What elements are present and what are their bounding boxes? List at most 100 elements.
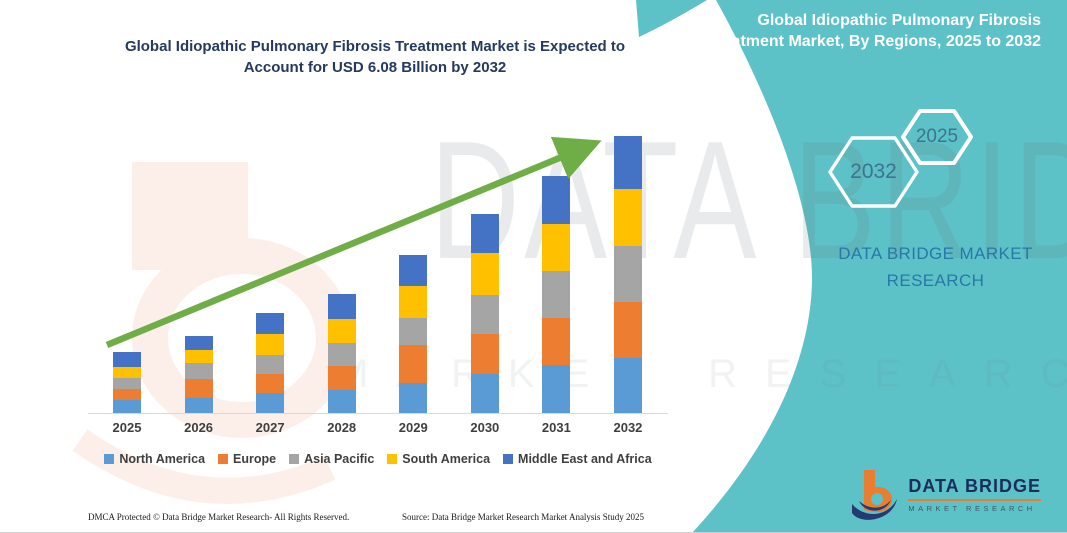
bar-segment-south-america: [113, 367, 141, 378]
legend-item-asia-pacific: Asia Pacific: [289, 452, 374, 466]
bar-segment-middle-east-and-africa: [470, 214, 499, 253]
x-axis-label-2028: 2028: [327, 420, 357, 435]
bar-segment-north-america: [113, 400, 141, 413]
bar-2032: [613, 136, 642, 413]
x-axis-line: [88, 413, 668, 414]
bar-segment-asia-pacific: [256, 354, 285, 375]
bar-segment-middle-east-and-africa: [113, 352, 141, 368]
bar-segment-middle-east-and-africa: [256, 312, 285, 334]
stacked-bar-chart: [95, 132, 660, 413]
bar-segment-asia-pacific: [542, 271, 571, 319]
logo-subtitle-text: MARKET RESEARCH: [908, 503, 1036, 513]
x-axis-label-2026: 2026: [184, 420, 214, 435]
company-logo: DATA BRIDGE MARKET RESEARCH: [849, 468, 1041, 520]
bar-2027: [256, 312, 285, 413]
bar-segment-asia-pacific: [399, 317, 428, 346]
footer-source-text: Source: Data Bridge Market Research Mark…: [402, 512, 644, 522]
hexagon-2032-label: 2032: [850, 160, 897, 183]
bar-segment-middle-east-and-africa: [613, 136, 642, 190]
teal-sliver-shape: [636, 0, 707, 37]
legend-swatch-icon: [289, 454, 300, 464]
x-axis-label-text: 2025: [112, 420, 142, 435]
bar-segment-asia-pacific: [327, 343, 356, 367]
bar-segment-south-america: [327, 319, 356, 344]
bar-segment-europe: [470, 334, 499, 375]
x-axis-label-2027: 2027: [255, 420, 285, 435]
bar-segment-south-america: [184, 350, 213, 364]
bar-segment-north-america: [542, 365, 571, 413]
bar-segment-europe: [256, 374, 285, 394]
bar-segment-north-america: [256, 393, 285, 413]
bar-segment-middle-east-and-africa: [399, 254, 428, 286]
legend-item-south-america: South America: [387, 452, 490, 466]
bar-2026: [184, 335, 213, 413]
bar-2029: [399, 254, 428, 413]
x-axis-label-2032: 2032: [613, 420, 643, 435]
legend-item-north-america: North America: [104, 452, 205, 466]
legend-label: Asia Pacific: [304, 452, 375, 466]
brand-wordmark: DATA BRIDGE MARKET RESEARCH: [833, 240, 1038, 294]
teal-main-shape: [692, 0, 1067, 532]
legend-swatch-icon: [503, 454, 514, 464]
x-axis-label-text: 2026: [184, 420, 214, 435]
bar-segment-south-america: [613, 189, 642, 246]
bar-segment-south-america: [470, 252, 499, 295]
bar-segment-europe: [327, 366, 356, 391]
bar-segment-north-america: [470, 374, 499, 413]
bar-segment-europe: [184, 378, 213, 398]
legend-swatch-icon: [387, 454, 398, 464]
x-axis-labels: 2025 2026 2027 2028 2029 2030 2031 2032: [95, 420, 660, 435]
bar-segment-asia-pacific: [470, 294, 499, 335]
bar-segment-north-america: [399, 382, 428, 413]
x-axis-label-text: 2030: [470, 420, 500, 435]
bar-segment-middle-east-and-africa: [542, 175, 571, 224]
bar-segment-europe: [113, 388, 141, 401]
x-axis-label-2030: 2030: [470, 420, 500, 435]
chart-title: Global Idiopathic Pulmonary Fibrosis Tre…: [124, 38, 626, 76]
legend-item-middle-east-and-africa: Middle East and Africa: [503, 452, 652, 466]
bar-segment-asia-pacific: [184, 363, 213, 379]
hexagon-2025-label: 2025: [915, 126, 959, 147]
x-axis-label-text: 2029: [398, 420, 428, 435]
bar-segment-middle-east-and-africa: [327, 294, 356, 320]
bar-segment-south-america: [256, 333, 285, 355]
logo-text-group: DATA BRIDGE MARKET RESEARCH: [908, 476, 1041, 513]
bar-2025: [113, 352, 141, 413]
x-axis-label-2031: 2031: [541, 420, 571, 435]
bar-segment-north-america: [184, 398, 213, 413]
brand-line1: DATA BRIDGE MARKET: [838, 244, 1033, 263]
logo-divider: [908, 498, 1041, 501]
panel-title: Global Idiopathic Pulmonary Fibrosis Tre…: [707, 12, 1041, 50]
logo-name-text: DATA BRIDGE: [908, 475, 1041, 496]
bar-segment-asia-pacific: [613, 245, 642, 302]
bar-segment-north-america: [327, 390, 356, 413]
data-bridge-logo-icon: [852, 470, 898, 520]
bar-2030: [470, 214, 499, 413]
x-axis-label-2025: 2025: [112, 420, 142, 435]
x-axis-label-text: 2028: [327, 420, 357, 435]
legend-swatch-icon: [218, 454, 229, 464]
bar-segment-south-america: [399, 285, 428, 318]
bar-segment-north-america: [613, 358, 642, 413]
bar-segment-south-america: [542, 223, 571, 272]
bar-segment-europe: [613, 301, 642, 359]
footer-dmca-text: DMCA Protected © Data Bridge Market Rese…: [88, 512, 350, 522]
x-axis-label-text: 2031: [541, 420, 571, 435]
legend-label: Europe: [233, 452, 277, 466]
x-axis-label-text: 2032: [613, 420, 643, 435]
bar-2028: [327, 294, 356, 413]
legend-swatch-icon: [104, 454, 115, 464]
bar-segment-europe: [399, 345, 428, 383]
brand-line2: RESEARCH: [886, 271, 985, 291]
legend-label: North America: [119, 452, 206, 466]
bar-segment-middle-east-and-africa: [184, 335, 213, 351]
legend-label: South America: [402, 452, 491, 466]
bar-segment-europe: [542, 318, 571, 366]
chart-legend: North America Europe Asia Pacific South Ame…: [80, 452, 676, 466]
legend-item-europe: Europe: [218, 452, 276, 466]
bar-2031: [542, 175, 571, 413]
x-axis-label-text: 2027: [255, 420, 285, 435]
x-axis-label-2029: 2029: [398, 420, 428, 435]
